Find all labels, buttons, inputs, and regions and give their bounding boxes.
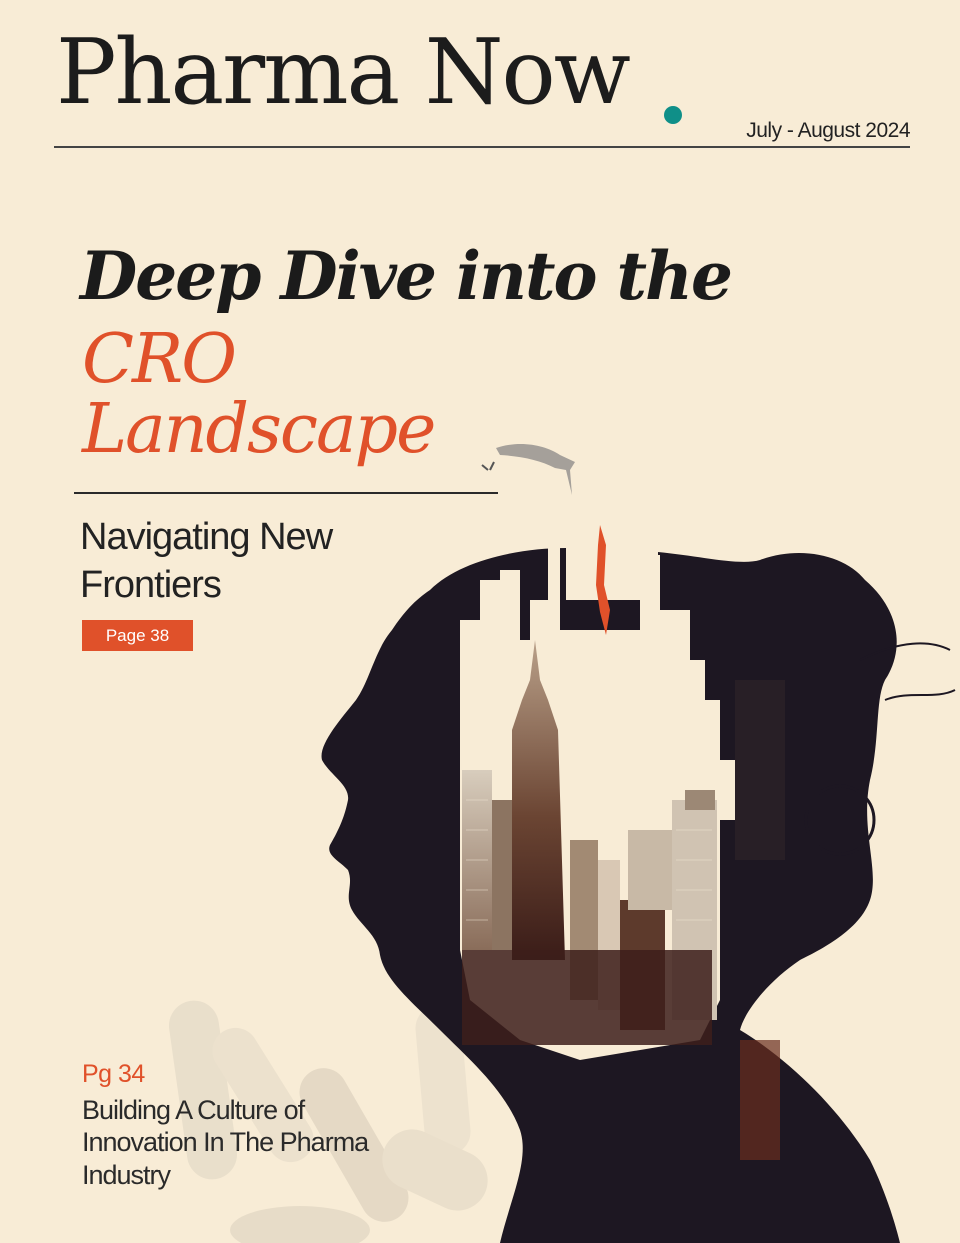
cover-headline-line1: Deep Dive into the (80, 237, 733, 315)
diving-figure-icon (481, 444, 610, 635)
city-skyline-icon (460, 548, 785, 1160)
issue-date: July - August 2024 (746, 119, 910, 142)
masthead-divider (54, 146, 910, 148)
masthead-dot-icon (664, 106, 682, 124)
secondary-story-page-link[interactable]: Pg 34 (82, 1060, 145, 1088)
cover-headline-line3: Landscape (82, 390, 436, 469)
secondary-story-title[interactable]: Building A Culture of Innovation In The … (82, 1095, 369, 1190)
headline-divider (74, 492, 498, 494)
cover-story-page-link[interactable]: Page 38 (82, 620, 193, 651)
cover-headline-line2: CRO (82, 320, 237, 399)
masthead-title: Pharma Now (56, 20, 631, 125)
cover-subheading: Navigating New Frontiers (80, 516, 333, 606)
